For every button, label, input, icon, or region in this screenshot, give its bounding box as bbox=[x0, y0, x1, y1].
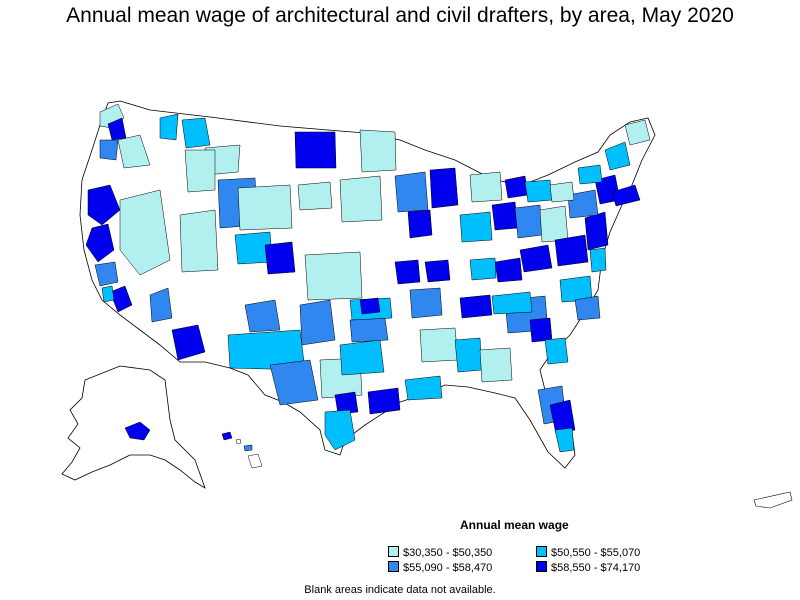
legend-swatch-3 bbox=[388, 561, 399, 572]
wage-area bbox=[407, 209, 433, 239]
wage-area bbox=[359, 129, 397, 173]
wage-area bbox=[589, 247, 607, 273]
legend-item-4: $58,550 - $74,170 bbox=[536, 561, 640, 575]
wage-area bbox=[117, 134, 151, 169]
wage-area bbox=[264, 241, 296, 275]
wage-area bbox=[567, 189, 599, 219]
wage-area bbox=[339, 339, 385, 376]
wage-area bbox=[359, 297, 381, 315]
wage-area bbox=[171, 324, 206, 361]
wage-area bbox=[297, 181, 333, 211]
wage-area bbox=[469, 257, 497, 281]
wage-area bbox=[367, 387, 401, 415]
legend-label-4: $58,550 - $74,170 bbox=[551, 562, 641, 574]
wage-area bbox=[491, 201, 519, 231]
wage-area bbox=[624, 119, 651, 146]
wage-area bbox=[519, 244, 553, 273]
legend-label-1: $30,350 - $50,350 bbox=[403, 547, 493, 559]
wage-area bbox=[85, 223, 115, 263]
wage-area bbox=[244, 299, 281, 333]
wage-area bbox=[409, 287, 443, 319]
wage-area bbox=[404, 375, 443, 401]
wage-area bbox=[529, 317, 553, 343]
wage-area bbox=[459, 294, 493, 319]
wage-area bbox=[514, 204, 543, 239]
legend-title: Annual mean wage bbox=[460, 518, 569, 532]
wage-area bbox=[574, 295, 601, 321]
wage-area bbox=[611, 184, 641, 207]
wage-area bbox=[504, 175, 529, 199]
wage-area bbox=[334, 391, 359, 415]
wage-area bbox=[101, 285, 115, 303]
wage-area bbox=[339, 175, 383, 223]
wage-area bbox=[554, 234, 589, 267]
wage-area bbox=[119, 189, 171, 276]
wage-area bbox=[237, 184, 293, 231]
wage-area bbox=[539, 205, 569, 243]
wage-area bbox=[394, 171, 429, 213]
wage-area bbox=[269, 359, 319, 406]
wage-area bbox=[349, 317, 389, 343]
legend-swatch-1 bbox=[388, 546, 399, 557]
wage-area bbox=[454, 337, 483, 373]
wage-area bbox=[469, 171, 503, 203]
wage-area bbox=[524, 179, 553, 203]
wage-area bbox=[544, 337, 569, 365]
wage-area bbox=[577, 164, 603, 185]
wage-area bbox=[394, 259, 421, 285]
wage-area bbox=[159, 113, 179, 141]
map-title: Annual mean wage of architectural and ci… bbox=[66, 4, 734, 27]
wage-area bbox=[184, 149, 216, 193]
legend-swatch-2 bbox=[536, 546, 547, 557]
puerto-rico bbox=[753, 491, 793, 509]
legend-item-2: $50,550 - $55,070 bbox=[536, 546, 640, 560]
legend-swatch-4 bbox=[536, 561, 547, 572]
wage-area bbox=[181, 117, 211, 149]
wage-area bbox=[304, 251, 363, 301]
wage-area bbox=[604, 141, 631, 171]
wage-area bbox=[419, 327, 459, 363]
wage-regions bbox=[85, 103, 651, 453]
wage-area bbox=[491, 291, 533, 315]
legend-item-3: $55,090 - $58,470 bbox=[388, 561, 492, 575]
wage-area bbox=[99, 139, 119, 161]
wage-area bbox=[459, 211, 493, 243]
wage-area bbox=[479, 347, 513, 383]
wage-area bbox=[109, 285, 133, 313]
wage-area bbox=[429, 167, 459, 209]
wage-area bbox=[324, 409, 356, 451]
wage-area bbox=[294, 131, 337, 169]
legend-label-2: $50,550 - $55,070 bbox=[551, 547, 641, 559]
wage-area bbox=[549, 181, 575, 203]
wage-area bbox=[299, 299, 336, 346]
alaska-region bbox=[124, 421, 151, 441]
wage-area bbox=[549, 399, 576, 435]
wage-area bbox=[584, 211, 609, 251]
blank-areas-note: Blank areas indicate data not available. bbox=[304, 584, 496, 596]
wage-area bbox=[554, 427, 575, 453]
legend-item-1: $30,350 - $50,350 bbox=[388, 546, 492, 560]
wage-area bbox=[87, 184, 121, 226]
wage-area bbox=[94, 261, 119, 287]
wage-area bbox=[149, 287, 173, 323]
wage-area bbox=[179, 209, 219, 273]
legend-label-3: $55,090 - $58,470 bbox=[403, 562, 493, 574]
wage-area bbox=[494, 257, 523, 283]
hawaii bbox=[221, 431, 263, 469]
wage-area bbox=[424, 259, 451, 283]
